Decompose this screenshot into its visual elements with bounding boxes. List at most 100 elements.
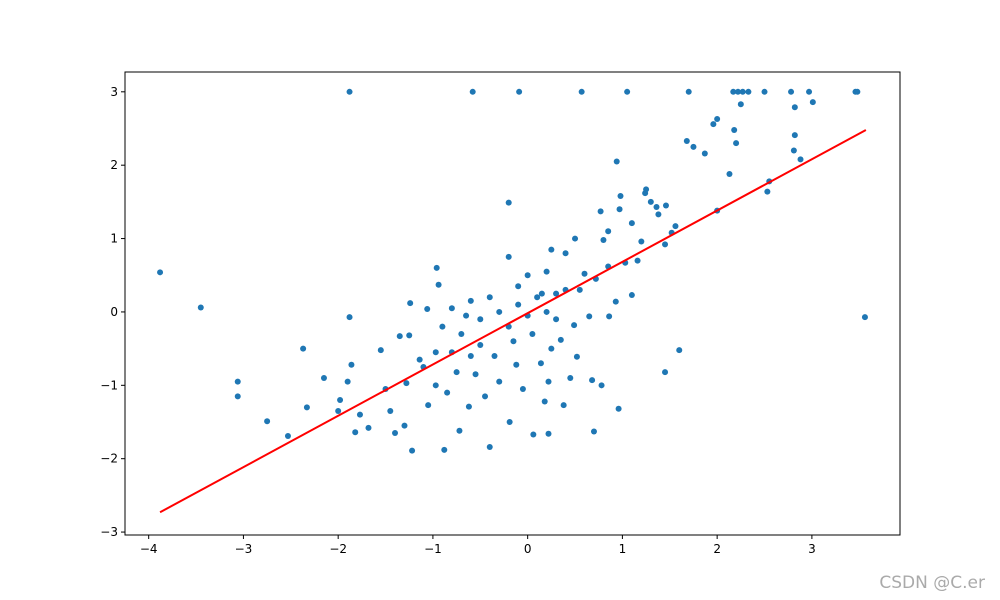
x-tick-label: 3 xyxy=(808,542,816,556)
scatter-point xyxy=(545,430,552,437)
scatter-point xyxy=(496,378,503,385)
scatter-point xyxy=(534,294,541,301)
scatter-point xyxy=(377,347,384,354)
scatter-point xyxy=(560,402,567,409)
scatter-point xyxy=(356,411,363,418)
scatter-point xyxy=(463,312,470,319)
scatter-point xyxy=(416,356,423,363)
scatter-point xyxy=(365,424,372,431)
scatter-point xyxy=(655,211,662,218)
x-tick-label: 1 xyxy=(619,542,627,556)
scatter-point xyxy=(634,257,641,264)
scatter-point xyxy=(477,341,484,348)
scatter-point xyxy=(589,377,596,384)
scatter-point xyxy=(448,305,455,312)
scatter-point xyxy=(486,294,493,301)
scatter-point xyxy=(541,398,548,405)
scatter-point xyxy=(403,380,410,387)
x-tick-label: −4 xyxy=(140,542,158,556)
scatter-point xyxy=(672,223,679,230)
scatter-point xyxy=(344,378,351,385)
watermark: CSDN @C.er xyxy=(879,573,985,593)
scatter-point xyxy=(472,371,479,378)
scatter-point xyxy=(581,270,588,277)
scatter-point xyxy=(482,393,489,400)
x-tick-label: 2 xyxy=(713,542,721,556)
scatter-point xyxy=(300,345,307,352)
x-tick-label: −1 xyxy=(424,542,442,556)
scatter-point xyxy=(320,374,327,381)
scatter-point xyxy=(234,378,241,385)
scatter-point xyxy=(486,443,493,450)
y-tick-label: 1 xyxy=(110,232,118,246)
scatter-point xyxy=(524,272,531,279)
scatter-point xyxy=(572,235,579,242)
scatter-point xyxy=(453,369,460,376)
scatter-point xyxy=(543,308,550,315)
scatter-point xyxy=(861,314,868,321)
scatter-point xyxy=(337,396,344,403)
scatter-point xyxy=(797,156,804,163)
scatter-point xyxy=(303,404,310,411)
scatter-point xyxy=(530,431,537,438)
scatter-point xyxy=(734,88,741,95)
x-tick-label: −2 xyxy=(329,542,347,556)
y-tick-label: 3 xyxy=(110,85,118,99)
scatter-point xyxy=(730,88,737,95)
scatter-point xyxy=(764,188,771,195)
scatter-point xyxy=(761,88,768,95)
scatter-point xyxy=(505,199,512,206)
scatter-point xyxy=(506,419,513,426)
scatter-point xyxy=(465,403,472,410)
scatter-point xyxy=(346,314,353,321)
y-tick-label: 0 xyxy=(110,305,118,319)
scatter-point xyxy=(543,268,550,275)
scatter-point xyxy=(537,360,544,367)
scatter-point xyxy=(435,281,442,288)
scatter-point xyxy=(519,385,526,392)
scatter-point xyxy=(600,237,607,244)
scatter-point xyxy=(578,88,585,95)
scatter-point xyxy=(791,104,798,111)
scatter-point xyxy=(628,292,635,299)
scatter-point xyxy=(662,202,669,209)
y-tick-label: −2 xyxy=(100,452,118,466)
scatter-point xyxy=(791,132,798,139)
scatter-point xyxy=(806,88,813,95)
scatter-point xyxy=(387,407,394,414)
scatter-point xyxy=(790,147,797,154)
scatter-point xyxy=(612,298,619,305)
scatter-point xyxy=(616,206,623,213)
scatter-point xyxy=(467,297,474,304)
scatter-point xyxy=(586,313,593,320)
scatter-point xyxy=(433,264,440,271)
scatter-point xyxy=(731,126,738,133)
scatter-point xyxy=(683,137,690,144)
scatter-point xyxy=(647,198,654,205)
y-tick-label: 2 xyxy=(110,158,118,172)
scatter-point xyxy=(396,333,403,340)
scatter-point xyxy=(553,316,560,323)
scatter-point xyxy=(406,332,413,339)
scatter-point xyxy=(788,88,795,95)
scatter-point xyxy=(701,150,708,157)
scatter-point xyxy=(733,140,740,147)
scatter-point xyxy=(197,304,204,311)
scatter-point xyxy=(567,374,574,381)
scatter-point xyxy=(510,338,517,345)
scatter-point xyxy=(469,88,476,95)
scatter-point xyxy=(496,308,503,315)
scatter-point xyxy=(739,88,746,95)
scatter-point xyxy=(234,393,241,400)
y-tick-label: −3 xyxy=(100,525,118,539)
scatter-point xyxy=(444,389,451,396)
scatter-point xyxy=(562,250,569,257)
scatter-point xyxy=(467,352,474,359)
scatter-point xyxy=(529,330,536,337)
scatter-point xyxy=(638,238,645,245)
scatter-point xyxy=(401,422,408,429)
x-tick-label: −3 xyxy=(235,542,253,556)
fit-line xyxy=(159,129,867,514)
scatter-point xyxy=(515,301,522,308)
scatter-point xyxy=(745,88,752,95)
